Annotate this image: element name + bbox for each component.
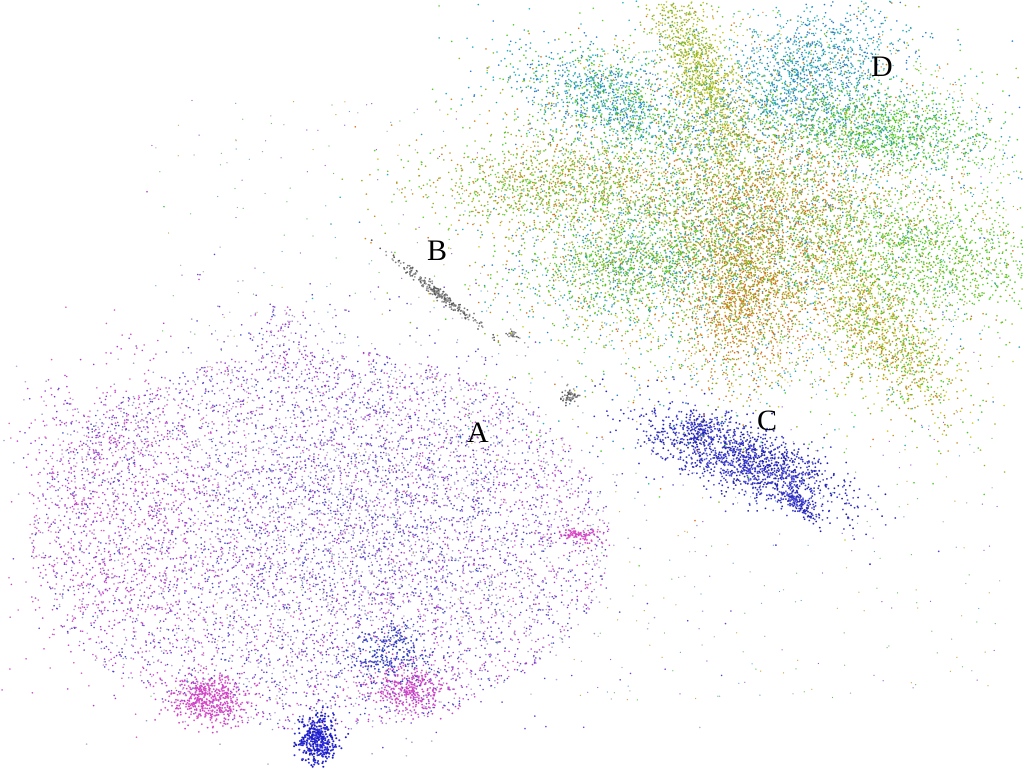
cluster-a-points (1, 191, 731, 768)
noise-points (150, 100, 1000, 701)
cluster-label-b: B (427, 236, 447, 266)
cluster-label-d: D (871, 52, 893, 82)
cluster-label-c: C (757, 406, 777, 436)
cluster-b-points (371, 239, 581, 407)
cluster-label-a: A (467, 418, 489, 448)
cluster-d-points (312, 0, 1024, 566)
